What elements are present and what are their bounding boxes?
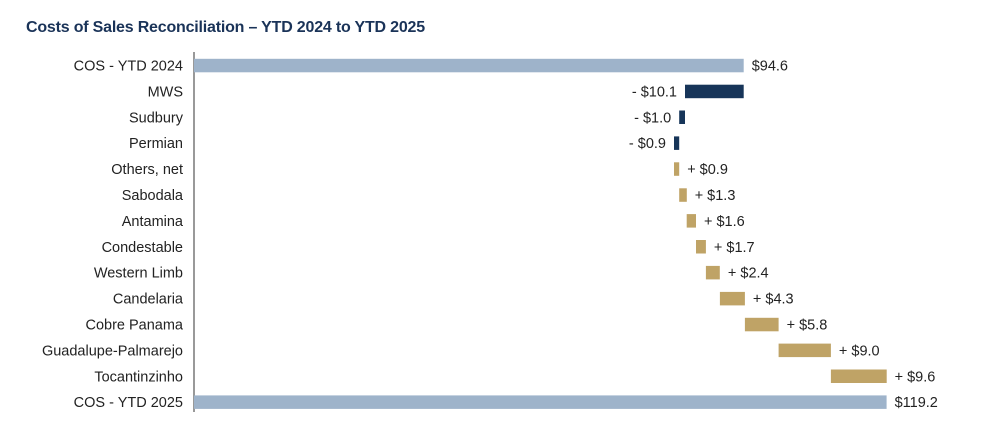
bar-decrease — [679, 110, 685, 124]
bar-increase — [744, 317, 779, 332]
data-label: + $0.9 — [687, 162, 728, 178]
data-label: - $1.0 — [634, 110, 671, 126]
data-label: + $9.0 — [839, 343, 880, 359]
data-label: + $9.6 — [895, 369, 936, 385]
data-label: + $1.3 — [695, 188, 736, 204]
data-label: $119.2 — [895, 395, 938, 411]
bar-total — [194, 395, 887, 409]
data-label: $94.6 — [752, 59, 788, 75]
category-label: Western Limb — [94, 266, 183, 282]
bar-increase — [830, 369, 887, 383]
category-label: Permian — [129, 136, 183, 152]
category-label: Candelaria — [113, 292, 184, 308]
category-label: Tocantinzinho — [94, 369, 183, 385]
data-label: - $10.1 — [632, 84, 677, 100]
category-label: Others, net — [111, 162, 183, 178]
chart-title: Costs of Sales Reconciliation – YTD 2024… — [26, 19, 425, 36]
data-label: + $1.7 — [714, 240, 755, 256]
category-label: Antamina — [122, 214, 184, 230]
category-label: Guadalupe-Palmarejo — [42, 343, 183, 359]
bar-increase — [696, 240, 706, 254]
data-label: + $2.4 — [728, 266, 769, 282]
bar-decrease — [674, 136, 680, 150]
category-label: Sabodala — [122, 188, 184, 204]
data-label: - $0.9 — [629, 136, 666, 152]
category-label: Cobre Panama — [85, 318, 183, 334]
category-label: Condestable — [102, 240, 183, 256]
bar-increase — [686, 214, 696, 228]
bar-increase — [679, 188, 687, 202]
bar-increase — [674, 162, 680, 176]
bar-decrease — [685, 84, 744, 99]
data-label: + $4.3 — [753, 292, 794, 308]
data-label: + $1.6 — [704, 214, 745, 230]
bar-increase — [705, 265, 720, 280]
bar-increase — [778, 343, 831, 358]
category-label: MWS — [148, 84, 183, 100]
bar-increase — [719, 291, 745, 306]
category-label: COS - YTD 2024 — [74, 59, 183, 75]
bar-total — [194, 58, 744, 73]
category-label: COS - YTD 2025 — [74, 395, 183, 411]
category-label: Sudbury — [129, 110, 184, 126]
data-label: + $5.8 — [787, 318, 828, 334]
